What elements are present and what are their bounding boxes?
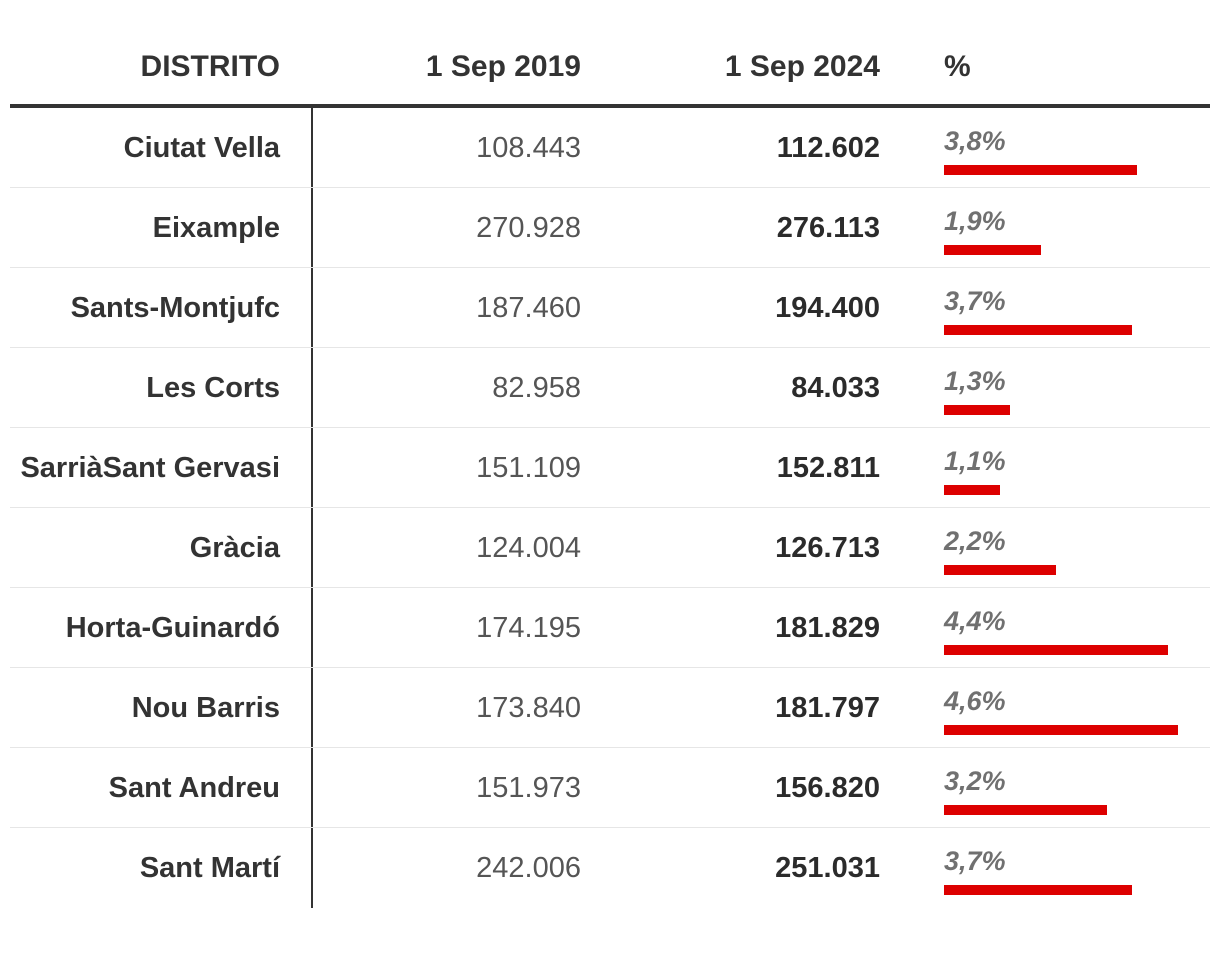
table-row: Sants-Montjufc 187.460 194.400 3,7% bbox=[10, 268, 1210, 348]
value-2024: 156.820 bbox=[775, 772, 880, 804]
value-2019: 173.840 bbox=[476, 692, 581, 724]
percent-cell: 1,9% bbox=[944, 188, 1204, 268]
percent-label: 3,7% bbox=[944, 846, 1006, 876]
value-2019: 108.443 bbox=[476, 132, 581, 164]
percent-label: 3,2% bbox=[944, 766, 1006, 796]
percent-label: 1,9% bbox=[944, 206, 1006, 236]
value-2019: 151.109 bbox=[476, 452, 581, 484]
percent-bar bbox=[944, 405, 1011, 415]
percent-bar bbox=[944, 645, 1168, 655]
value-2019: 174.195 bbox=[476, 612, 581, 644]
district-name: Les Corts bbox=[146, 372, 280, 404]
population-table: DISTRITO 1 Sep 2019 1 Sep 2024 % Ciutat … bbox=[10, 28, 1210, 908]
value-2024: 194.400 bbox=[775, 292, 880, 324]
district-name: Horta-Guinardó bbox=[65, 612, 280, 644]
value-2019: 124.004 bbox=[476, 532, 581, 564]
percent-bar bbox=[944, 245, 1041, 255]
table-row: Ciutat Vella 108.443 112.602 3,8% bbox=[10, 108, 1210, 188]
table-row: Eixample 270.928 276.113 1,9% bbox=[10, 188, 1210, 268]
table-row: Sant Andreu 151.973 156.820 3,2% bbox=[10, 748, 1210, 828]
district-name: Gràcia bbox=[189, 532, 280, 564]
header-percent: % bbox=[944, 50, 971, 83]
percent-label: 1,1% bbox=[944, 446, 1006, 476]
column-divider bbox=[311, 108, 313, 908]
percent-bar bbox=[944, 165, 1138, 175]
table-row: Sant Martí 242.006 251.031 3,7% bbox=[10, 828, 1210, 908]
value-2024: 84.033 bbox=[791, 372, 880, 404]
district-name: SarriàSant Gervasi bbox=[20, 452, 280, 484]
table-header: DISTRITO 1 Sep 2019 1 Sep 2024 % bbox=[10, 28, 1210, 108]
district-name: Eixample bbox=[152, 212, 280, 244]
value-2024: 112.602 bbox=[776, 132, 880, 164]
value-2019: 242.006 bbox=[476, 852, 581, 884]
percent-label: 3,7% bbox=[944, 286, 1006, 316]
percent-cell: 3,8% bbox=[944, 108, 1204, 188]
table-row: Les Corts 82.958 84.033 1,3% bbox=[10, 348, 1210, 428]
value-2024: 276.113 bbox=[776, 212, 880, 244]
percent-label: 3,8% bbox=[944, 126, 1006, 156]
value-2019: 187.460 bbox=[476, 292, 581, 324]
district-name: Sant Andreu bbox=[108, 772, 280, 804]
value-2024: 251.031 bbox=[775, 852, 880, 884]
percent-cell: 1,1% bbox=[944, 428, 1204, 508]
percent-label: 1,3% bbox=[944, 366, 1006, 396]
district-name: Nou Barris bbox=[131, 692, 280, 724]
percent-cell: 4,6% bbox=[944, 668, 1204, 748]
percent-label: 2,2% bbox=[944, 526, 1006, 556]
value-2024: 152.811 bbox=[776, 452, 880, 484]
percent-cell: 3,7% bbox=[944, 268, 1204, 348]
table-row: SarriàSant Gervasi 151.109 152.811 1,1% bbox=[10, 428, 1210, 508]
percent-cell: 2,2% bbox=[944, 508, 1204, 588]
percent-bar bbox=[944, 885, 1133, 895]
district-name: Ciutat Vella bbox=[123, 132, 280, 164]
table-body: Ciutat Vella 108.443 112.602 3,8% Eixample 27… bbox=[10, 108, 1210, 908]
table-row: Nou Barris 173.840 181.797 4,6% bbox=[10, 668, 1210, 748]
header-district: DISTRITO bbox=[140, 50, 280, 83]
value-2019: 82.958 bbox=[492, 372, 581, 404]
percent-bar bbox=[944, 325, 1133, 335]
header-2019: 1 Sep 2019 bbox=[425, 50, 581, 83]
value-2024: 181.797 bbox=[775, 692, 880, 724]
value-2019: 270.928 bbox=[476, 212, 581, 244]
percent-cell: 3,7% bbox=[944, 828, 1204, 908]
value-2019: 151.973 bbox=[476, 772, 581, 804]
district-name: Sant Martí bbox=[139, 852, 280, 884]
percent-bar bbox=[944, 725, 1178, 735]
percent-bar bbox=[944, 805, 1107, 815]
percent-label: 4,6% bbox=[944, 686, 1006, 716]
district-name: Sants-Montjufc bbox=[70, 292, 280, 324]
table-row: Gràcia 124.004 126.713 2,2% bbox=[10, 508, 1210, 588]
table-row: Horta-Guinardó 174.195 181.829 4,4% bbox=[10, 588, 1210, 668]
percent-bar bbox=[944, 565, 1056, 575]
value-2024: 126.713 bbox=[775, 532, 880, 564]
header-2024: 1 Sep 2024 bbox=[724, 50, 880, 83]
percent-label: 4,4% bbox=[944, 606, 1006, 636]
value-2024: 181.829 bbox=[775, 612, 880, 644]
percent-bar bbox=[944, 485, 1000, 495]
percent-cell: 3,2% bbox=[944, 748, 1204, 828]
percent-cell: 1,3% bbox=[944, 348, 1204, 428]
percent-cell: 4,4% bbox=[944, 588, 1204, 668]
